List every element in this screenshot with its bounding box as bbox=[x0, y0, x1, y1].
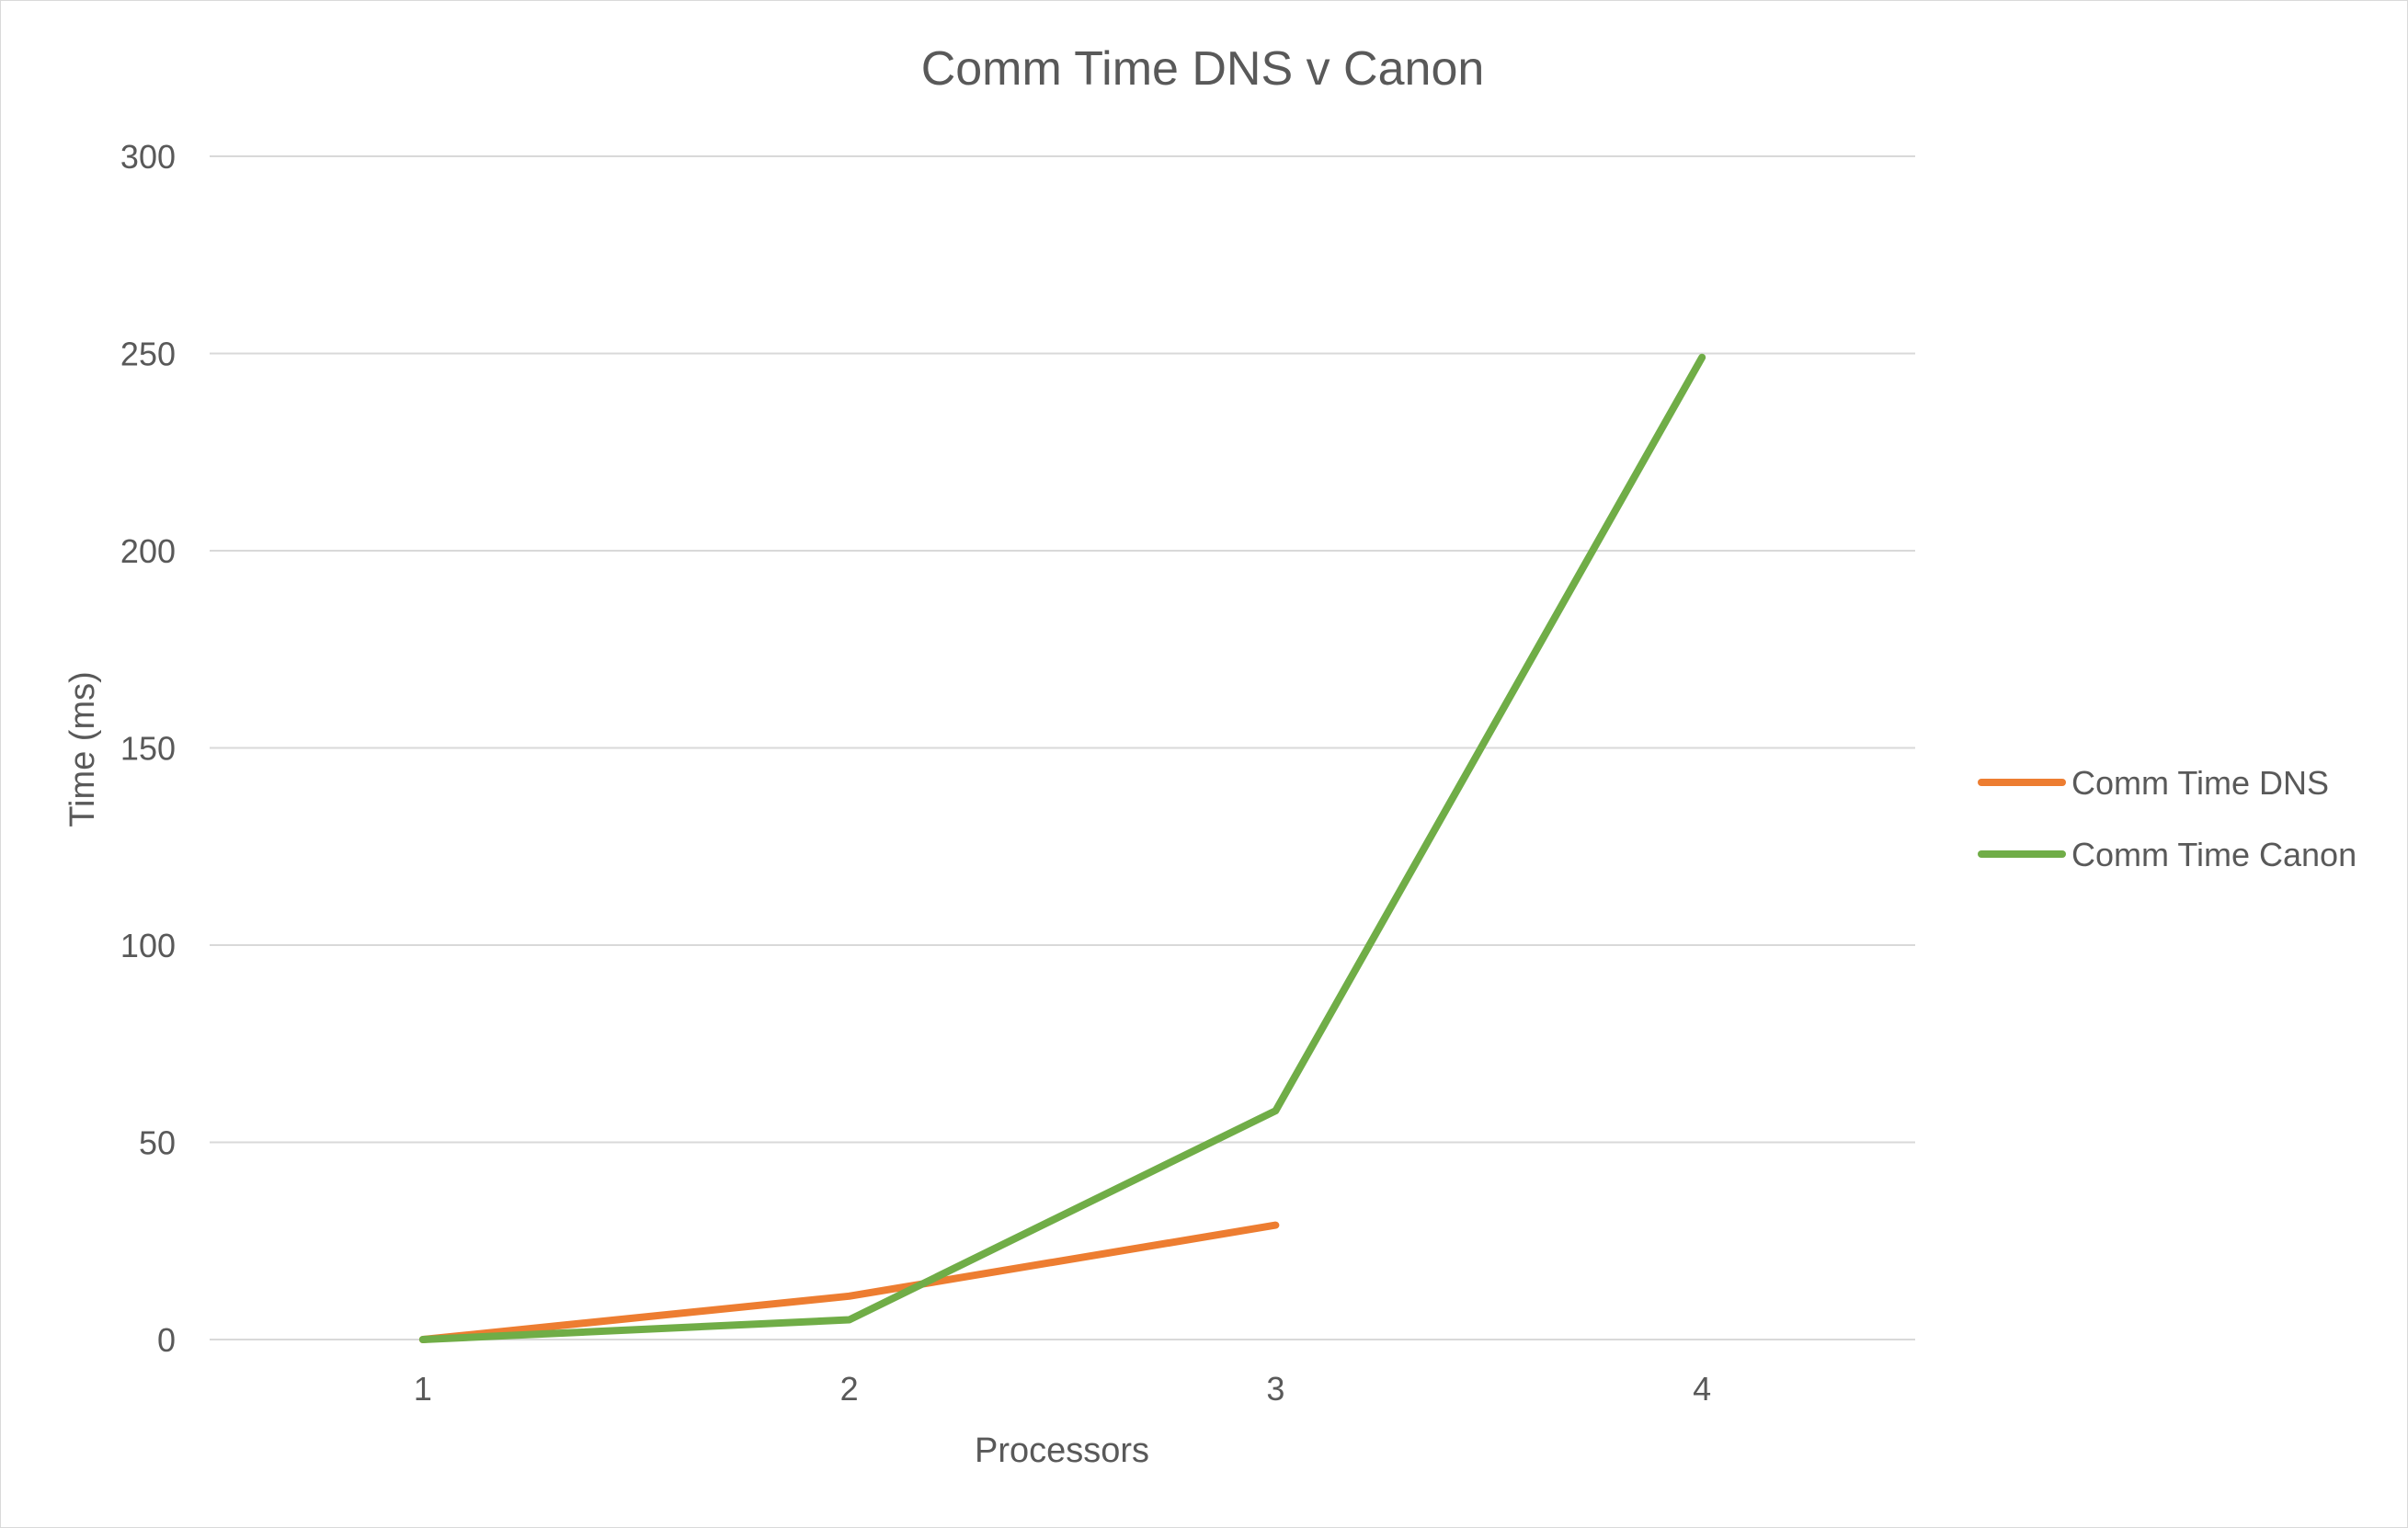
series-line-1 bbox=[418, 353, 1706, 1343]
series-line-0 bbox=[418, 1221, 1280, 1343]
chart-title: Comm Time DNS v Canon bbox=[921, 42, 1485, 96]
legend-label: Comm Time DNS bbox=[2071, 764, 2329, 802]
x-axis-ticks: 1 2 3 4 bbox=[414, 1370, 1711, 1408]
y-tick-label: 50 bbox=[139, 1124, 176, 1162]
y-axis-ticks: 0 50 100 150 200 250 300 bbox=[120, 138, 176, 1359]
y-tick-label: 0 bbox=[157, 1321, 176, 1359]
series-lines bbox=[418, 353, 1706, 1343]
y-tick-label: 100 bbox=[120, 927, 176, 964]
x-axis-label: Processors bbox=[975, 1431, 1149, 1470]
x-tick-label: 3 bbox=[1266, 1370, 1284, 1408]
x-tick-label: 2 bbox=[840, 1370, 859, 1408]
x-tick-label: 4 bbox=[1693, 1370, 1711, 1408]
gridlines bbox=[210, 155, 1915, 1340]
legend-label: Comm Time Canon bbox=[2071, 836, 2357, 873]
y-tick-label: 200 bbox=[120, 532, 176, 570]
legend: Comm Time DNS Comm Time Canon bbox=[1978, 764, 2357, 873]
y-tick-label: 300 bbox=[120, 138, 176, 176]
y-axis-label: Time (ms) bbox=[63, 671, 102, 827]
y-tick-label: 150 bbox=[120, 730, 176, 768]
y-tick-label: 250 bbox=[120, 336, 176, 373]
x-tick-label: 1 bbox=[414, 1370, 432, 1408]
